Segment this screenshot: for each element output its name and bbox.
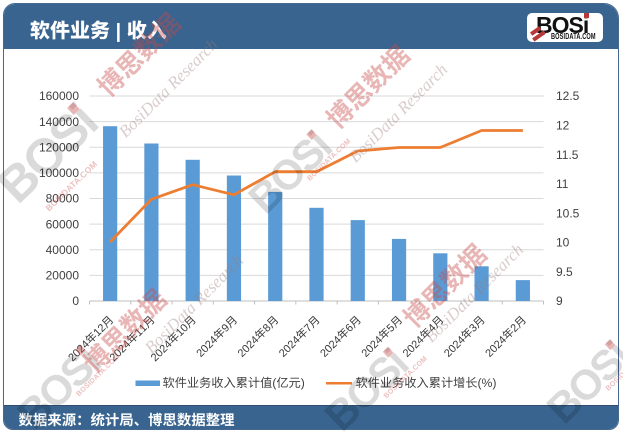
svg-text:11: 11: [556, 177, 569, 191]
svg-text:10.5: 10.5: [556, 206, 580, 220]
svg-text:80000: 80000: [46, 192, 80, 206]
svg-text:12: 12: [556, 118, 570, 132]
svg-text:9: 9: [556, 294, 563, 308]
svg-text:BosiData Research: BosiData Research: [345, 60, 451, 166]
svg-text:10: 10: [556, 236, 570, 250]
svg-text:9.5: 9.5: [556, 265, 573, 279]
svg-text:140000: 140000: [39, 115, 79, 129]
svg-text:120000: 120000: [39, 140, 79, 154]
svg-text:100000: 100000: [39, 166, 79, 180]
svg-text:0: 0: [72, 294, 79, 308]
svg-text:20000: 20000: [46, 269, 80, 283]
svg-text:40000: 40000: [46, 243, 80, 257]
svg-text:BosiData Research: BosiData Research: [115, 35, 221, 141]
svg-text:11.5: 11.5: [556, 148, 579, 162]
svg-text:160000: 160000: [39, 89, 79, 103]
svg-text:12.5: 12.5: [556, 89, 580, 103]
svg-text:60000: 60000: [46, 217, 80, 231]
